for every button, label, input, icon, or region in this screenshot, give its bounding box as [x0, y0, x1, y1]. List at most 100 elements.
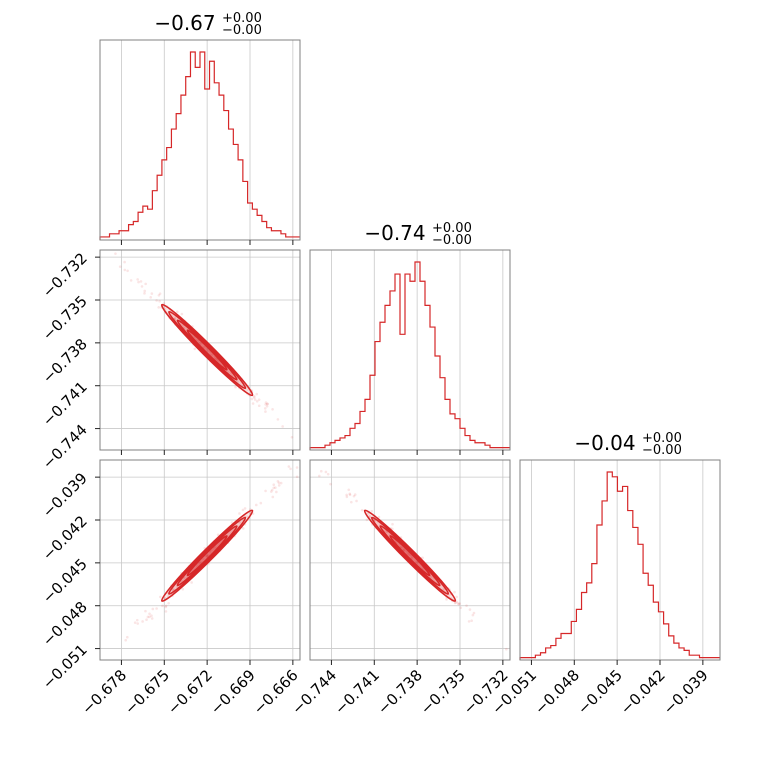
sample-point	[158, 299, 161, 303]
sample-point	[348, 493, 352, 497]
sample-point	[243, 507, 247, 510]
sample-point	[350, 500, 353, 504]
sample-point	[202, 346, 206, 349]
histogram-0	[99, 51, 300, 240]
sample-point	[155, 607, 158, 610]
param-title-upper-2: +0.00	[642, 431, 682, 446]
density-contour	[160, 509, 254, 602]
sample-point	[391, 522, 394, 526]
sample-point	[144, 282, 147, 286]
sample-point	[318, 474, 321, 478]
sample-point	[279, 481, 283, 485]
sample-point	[157, 294, 161, 297]
sample-point	[251, 402, 255, 405]
sample-point	[400, 546, 404, 550]
sample-point	[140, 285, 144, 288]
x-tick-label: −0.039	[660, 666, 712, 718]
sample-point	[253, 395, 256, 398]
sample-point	[505, 647, 508, 651]
sample-point	[144, 609, 147, 613]
sample-point	[212, 547, 216, 550]
sample-point	[129, 279, 133, 282]
sample-point	[164, 604, 168, 608]
sample-point	[133, 621, 137, 624]
hist-panel-1	[309, 249, 511, 455]
y-tick-label: −0.051	[39, 641, 91, 693]
param-title-2: −0.04	[574, 431, 635, 455]
sample-point	[265, 404, 269, 408]
sample-point	[238, 512, 241, 515]
sample-point	[126, 269, 129, 273]
sample-point	[281, 425, 284, 428]
sample-point	[326, 472, 330, 476]
sample-point	[145, 618, 148, 622]
sample-point	[457, 602, 461, 606]
sample-point	[348, 492, 352, 496]
sample-point	[252, 396, 256, 399]
sample-point	[241, 527, 245, 530]
sample-point	[159, 595, 162, 599]
sample-point	[125, 635, 129, 639]
x-tick-label: −0.045	[574, 666, 626, 718]
density-contour	[168, 310, 247, 390]
sample-point	[365, 518, 369, 522]
sample-point	[250, 397, 254, 401]
sample-point	[254, 503, 258, 507]
sample-point	[257, 404, 261, 408]
sample-point	[193, 347, 197, 351]
sample-point	[216, 533, 220, 537]
sample-point	[290, 435, 294, 439]
panel-frame	[309, 249, 511, 451]
sample-point	[455, 595, 458, 599]
sample-point	[151, 607, 155, 611]
sample-point	[445, 598, 448, 601]
hist-panel-2	[519, 459, 721, 665]
density-contour	[176, 525, 238, 587]
density-contour	[168, 516, 247, 595]
sample-point	[175, 310, 179, 314]
panel-frame	[99, 459, 301, 661]
param-title-1: −0.74	[364, 221, 425, 245]
sample-point	[201, 557, 205, 561]
density-contour	[389, 535, 431, 577]
sample-point	[241, 508, 245, 512]
sample-point	[429, 576, 433, 579]
scatter-panel-2	[295, 436, 511, 665]
sample-point	[315, 454, 318, 457]
y-tick-label: −0.735	[39, 292, 91, 344]
x-tick-label: −0.735	[417, 666, 469, 718]
sample-point	[295, 436, 298, 439]
sample-point	[345, 495, 349, 499]
x-tick-label: −0.672	[164, 666, 216, 718]
sample-point	[245, 515, 249, 518]
x-tick-label: −0.048	[531, 666, 583, 718]
sample-point	[234, 385, 237, 389]
sample-point	[453, 601, 457, 605]
density-contour	[186, 535, 228, 577]
sample-point	[347, 488, 351, 492]
sample-point	[368, 515, 372, 518]
x-tick-label: −0.042	[617, 666, 669, 718]
sample-point	[271, 495, 275, 499]
sample-point	[377, 515, 381, 519]
sample-point	[67, 689, 70, 692]
sample-point	[468, 608, 472, 611]
sample-point	[190, 581, 193, 584]
panel-frame	[99, 39, 301, 241]
density-contour	[379, 525, 441, 587]
sample-point	[274, 486, 277, 489]
sample-point	[317, 445, 320, 448]
density-contour	[370, 516, 450, 595]
sample-point	[141, 620, 144, 623]
sample-point	[367, 512, 370, 515]
hist-panel-0	[99, 39, 301, 245]
sample-point	[150, 614, 153, 618]
sample-point	[264, 403, 267, 406]
sample-point	[271, 408, 274, 411]
sample-point	[276, 479, 280, 483]
x-tick-label: −0.669	[207, 666, 259, 718]
sample-point	[355, 499, 358, 503]
sample-point	[471, 613, 475, 617]
sample-point	[143, 292, 146, 295]
sample-point	[458, 602, 462, 605]
